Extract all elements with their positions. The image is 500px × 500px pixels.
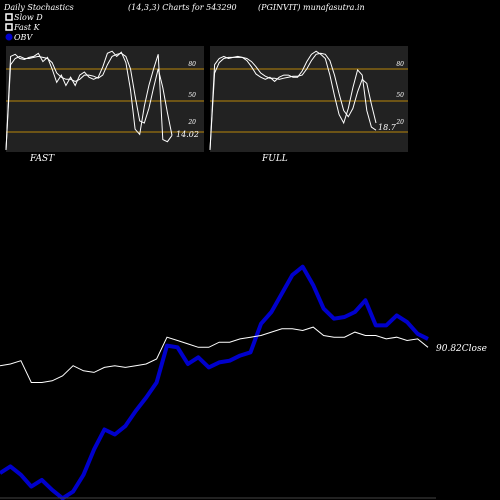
- full-tick-80: 80: [396, 61, 404, 68]
- close-price-label: 90.82Close: [436, 344, 487, 354]
- obv-line: [0, 264, 429, 500]
- obv-legend-icon: [5, 33, 13, 41]
- slow-d-legend-icon: [5, 13, 13, 21]
- fast-k-legend-icon: [5, 23, 13, 31]
- legend: Slow D Fast K OBV: [5, 13, 43, 42]
- full-tick-20: 20: [395, 119, 404, 126]
- legend-slow-d-label: Slow D: [14, 13, 43, 22]
- full-panel-background: [210, 46, 408, 152]
- chart-title: Daily Stochastics: [3, 3, 74, 12]
- price-line: [0, 326, 429, 383]
- full-tick-50: 50: [396, 92, 404, 99]
- full-d-line: [209, 52, 377, 151]
- full-last-value-label: 18.7: [378, 123, 397, 132]
- chart-params: (14,3,3) Charts for 543290: [128, 3, 237, 12]
- fast-tick-50: 50: [188, 92, 196, 99]
- fast-stochastic-panel: 80 50 20 14.02 FAST: [5, 46, 204, 164]
- full-k-line: [209, 50, 377, 151]
- fast-panel-background: [6, 46, 204, 152]
- fast-fast-k-line: [5, 50, 173, 151]
- fast-panel-label: FAST: [29, 154, 55, 164]
- legend-fast-k-label: Fast K: [13, 23, 41, 32]
- fast-slow-d-line: [5, 52, 173, 151]
- fast-last-value-label: 14.02: [176, 130, 199, 139]
- price-obv-panel: 90.82Close: [0, 264, 487, 500]
- chart-symbol: (PGINVIT) munafasutra.in: [258, 3, 365, 12]
- fast-tick-80: 80: [188, 61, 196, 68]
- full-panel-label: FULL: [261, 154, 288, 164]
- legend-obv-label: OBV: [14, 33, 33, 42]
- full-stochastic-panel: 80 50 20 18.7 FULL: [209, 46, 408, 164]
- fast-tick-20: 20: [187, 119, 196, 126]
